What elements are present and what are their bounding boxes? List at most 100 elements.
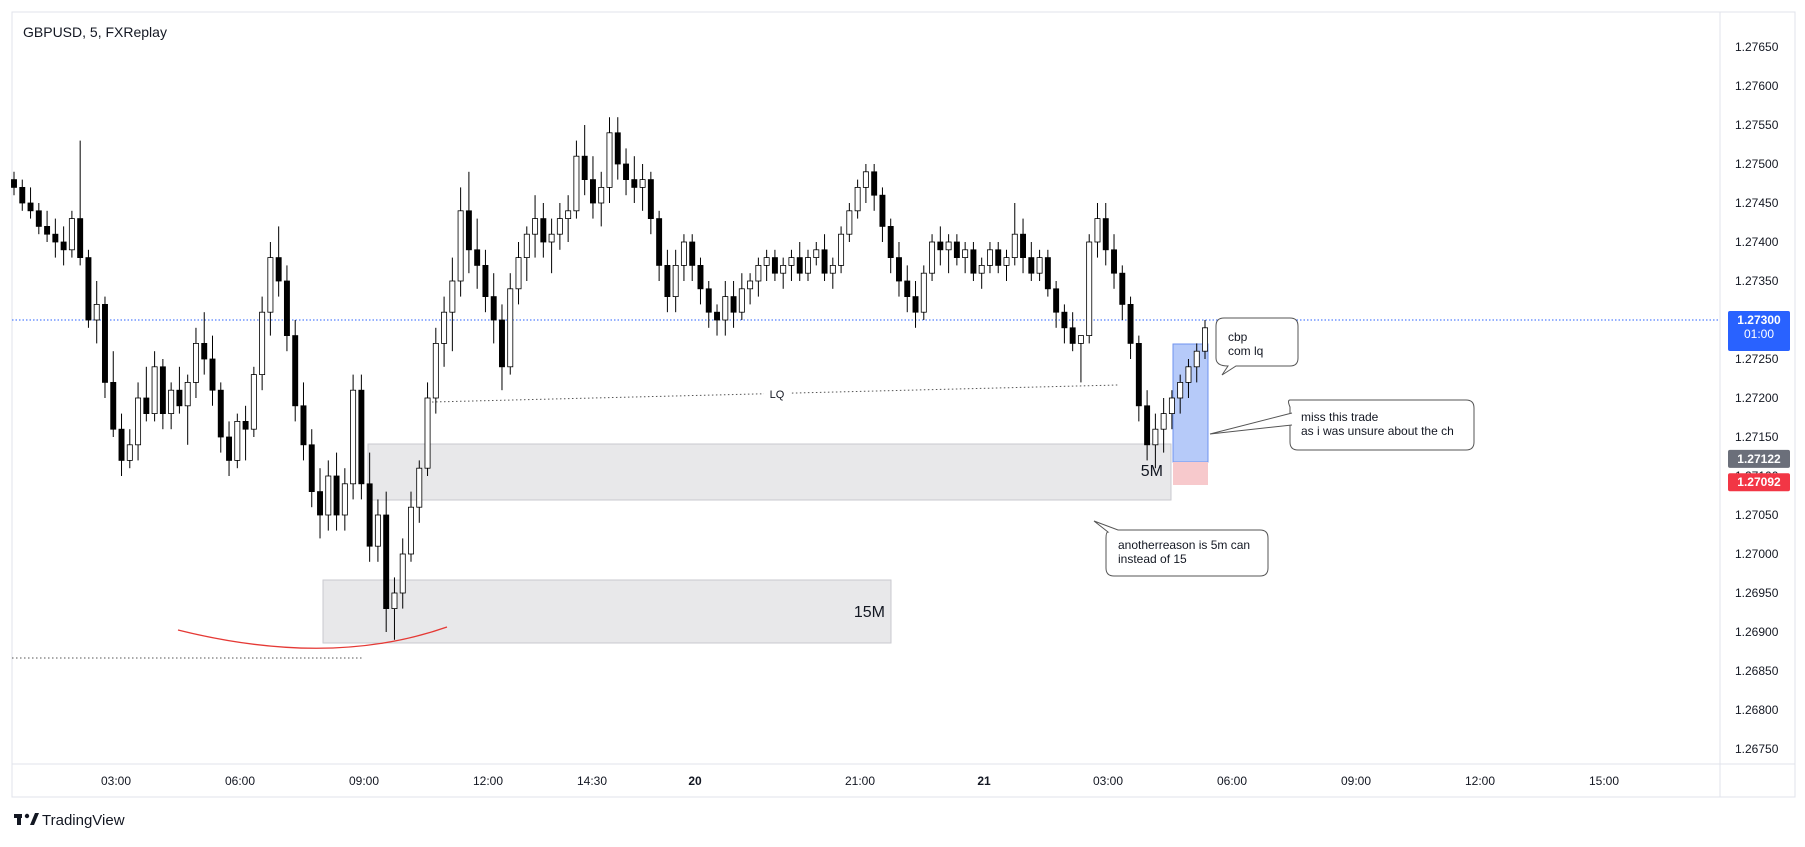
price-tick: 1.27150 xyxy=(1735,430,1779,444)
candle xyxy=(457,187,464,297)
candle xyxy=(399,538,406,609)
time-tick: 21:00 xyxy=(845,774,875,788)
candle xyxy=(159,359,166,430)
candle-body-bearish xyxy=(11,179,17,188)
current-price-badge-bg xyxy=(1728,311,1790,351)
candle xyxy=(920,265,927,320)
candle-body-bullish xyxy=(978,264,985,274)
candle-body-bullish xyxy=(532,218,539,235)
candle-body-bearish xyxy=(631,179,638,188)
time-tick: 06:00 xyxy=(1217,774,1247,788)
note-another-line-1: anotherreason is 5m can xyxy=(1118,538,1250,552)
candle-body-bearish xyxy=(540,218,547,243)
candle-body-bullish xyxy=(408,506,414,555)
candle-body-bullish xyxy=(457,210,464,282)
current-price-badge[interactable]: 1.27300 01:00 xyxy=(1728,311,1790,351)
candle-body-bearish xyxy=(60,241,67,251)
candle xyxy=(1102,203,1109,266)
candle-body-bullish xyxy=(391,592,398,609)
candle xyxy=(1119,265,1126,320)
candle-body-bullish xyxy=(722,296,729,321)
time-tick: 20 xyxy=(688,774,702,788)
note-miss-pointer xyxy=(1209,412,1293,435)
gray-price-badge[interactable]: 1.27122 xyxy=(1728,449,1790,468)
candle-body-bearish xyxy=(176,389,183,407)
red-price-value: 1.27092 xyxy=(1737,475,1781,489)
candle xyxy=(300,382,307,461)
time-axis[interactable]: 03:00 06:00 09:00 12:00 14:30 20 21:00 21 03:00 0… xyxy=(101,774,1619,788)
zone-15m[interactable] xyxy=(322,579,892,644)
candle xyxy=(755,257,762,297)
candle xyxy=(1144,390,1151,461)
long-position-profit-zone[interactable] xyxy=(1172,343,1209,463)
long-position-stop-zone[interactable] xyxy=(1173,462,1208,485)
candle xyxy=(102,296,108,398)
candle-body-bullish xyxy=(424,397,431,469)
candle-body-bearish xyxy=(937,241,944,251)
tradingview-logo[interactable]: TradingView xyxy=(14,812,125,829)
candle xyxy=(366,452,373,562)
candle xyxy=(523,226,530,281)
candle xyxy=(565,195,572,242)
candle xyxy=(548,218,555,274)
chart-title: GBPUSD, 5, FXReplay xyxy=(23,24,167,40)
lq-label: LQ xyxy=(770,389,785,401)
candle-body-bearish xyxy=(44,225,51,235)
candle-body-bearish xyxy=(27,202,34,212)
candle xyxy=(19,179,26,211)
note-miss-bubble xyxy=(1288,399,1475,451)
candle xyxy=(68,210,75,258)
time-tick: 06:00 xyxy=(225,774,255,788)
candle-body-bullish xyxy=(135,397,142,446)
price-tick: 1.27050 xyxy=(1735,508,1779,522)
candle xyxy=(490,273,497,344)
candle xyxy=(283,265,290,352)
candle xyxy=(242,405,249,461)
candle xyxy=(1202,320,1208,359)
candle xyxy=(581,125,588,196)
candle-body-bullish xyxy=(846,210,853,235)
candle-body-bearish xyxy=(796,257,803,274)
candle-body-bullish xyxy=(1094,218,1101,243)
red-price-badge[interactable]: 1.27092 xyxy=(1728,473,1790,492)
price-tick: 1.27350 xyxy=(1735,274,1779,288)
candle xyxy=(614,117,621,180)
candle-body-bearish xyxy=(689,241,696,266)
note-miss-trade[interactable]: miss this trade as i was unsure about th… xyxy=(1209,399,1475,451)
note-another-reason[interactable]: anotherreason is 5m can instead of 15 xyxy=(1093,520,1269,577)
candle xyxy=(474,218,481,289)
sweep-arc[interactable] xyxy=(177,626,448,649)
zone-5m-label: 5M xyxy=(1141,463,1163,480)
candle xyxy=(383,491,390,632)
candle-body-bullish xyxy=(341,483,348,516)
candle-body-bullish xyxy=(672,264,679,297)
candle-body-bullish xyxy=(680,241,687,266)
candle-body-bullish xyxy=(788,257,795,266)
candle xyxy=(391,577,398,640)
zone-5m[interactable] xyxy=(367,443,1172,501)
candle xyxy=(85,249,92,328)
candle-body-bullish xyxy=(432,342,439,399)
candle-body-bullish xyxy=(1011,233,1018,258)
candle xyxy=(52,218,59,258)
price-tick: 1.27400 xyxy=(1735,235,1779,249)
candle-body-bearish xyxy=(970,249,977,274)
candle-body-bullish xyxy=(449,280,456,313)
candle xyxy=(77,140,84,266)
candle-body-bullish xyxy=(945,241,952,251)
candle xyxy=(821,234,828,281)
candle-body-bearish xyxy=(52,233,59,243)
candle-body-bullish xyxy=(838,233,845,266)
candle xyxy=(1086,234,1093,344)
candle-body-bearish xyxy=(275,257,282,282)
candle xyxy=(1061,304,1068,344)
note-cbp[interactable]: cbp com lq xyxy=(1215,317,1299,376)
candle xyxy=(250,366,257,437)
candle xyxy=(730,281,737,328)
candle-body-bullish xyxy=(1177,381,1184,399)
candle-body-bullish xyxy=(639,179,646,188)
current-price-value: 1.27300 xyxy=(1737,313,1781,327)
note-another-line-2: instead of 15 xyxy=(1118,552,1187,566)
candle-body-bearish xyxy=(896,257,902,282)
